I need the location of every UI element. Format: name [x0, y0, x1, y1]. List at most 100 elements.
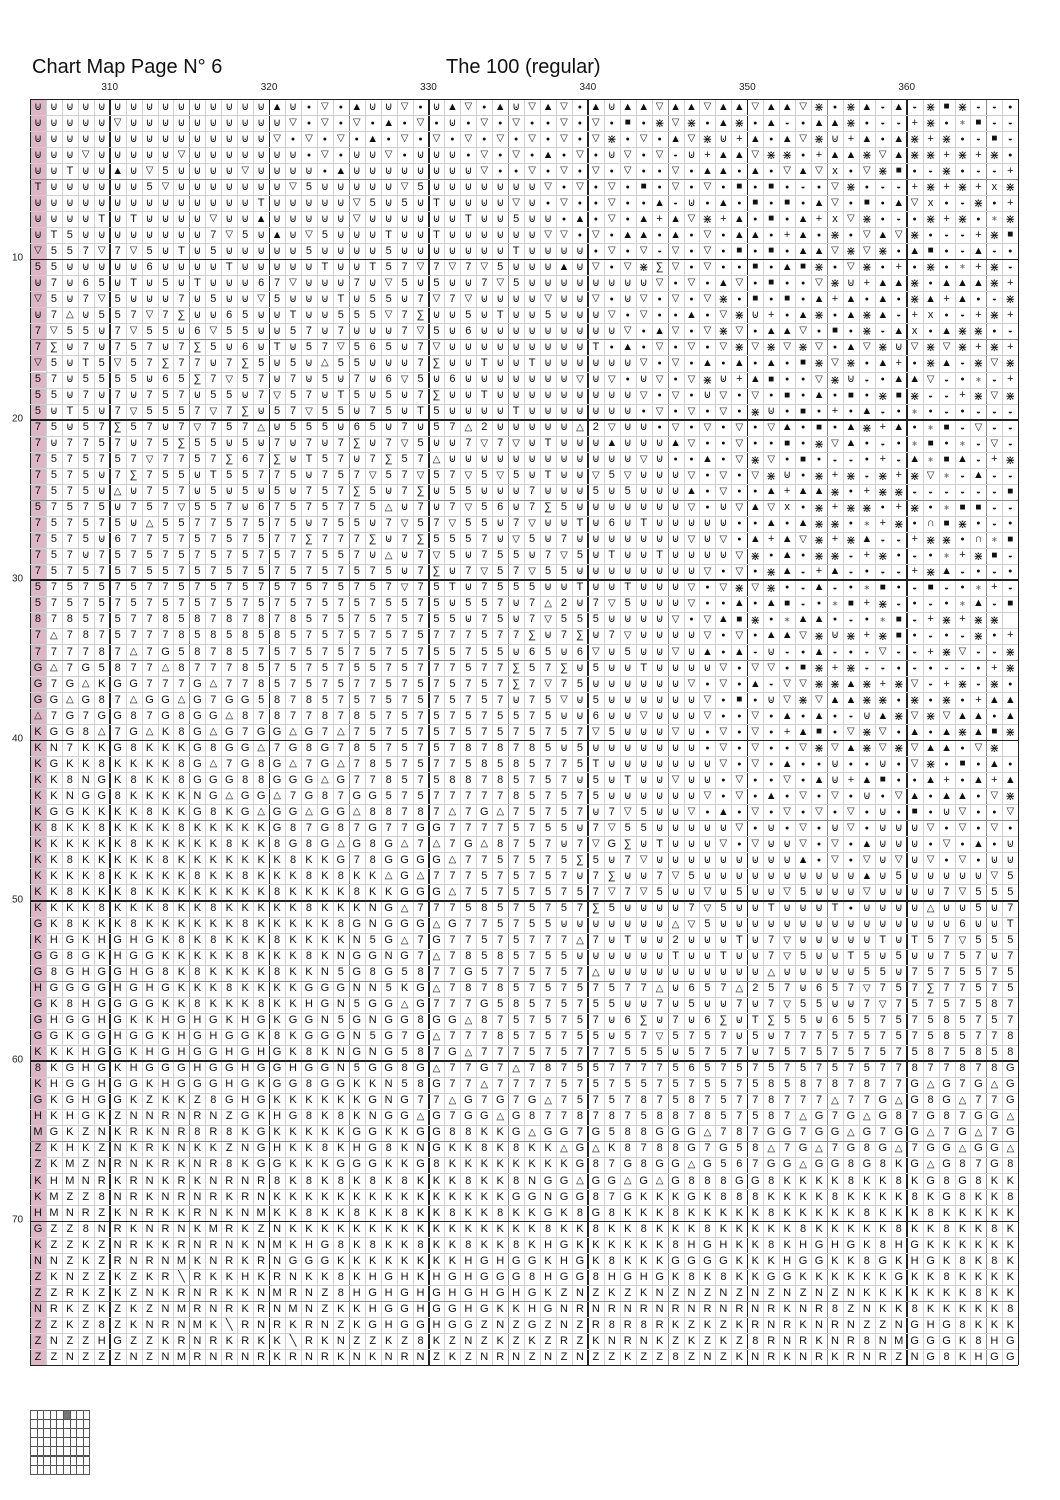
grid-cell: K — [448, 1254, 457, 1267]
grid-cell: 5 — [162, 533, 169, 546]
grid-cell: ● — [928, 552, 933, 560]
grid-cell: K — [145, 773, 154, 786]
grid-cell: ▲ — [781, 533, 793, 546]
grid-cell: 7 — [497, 693, 504, 706]
grid-cell: 5 — [592, 485, 599, 498]
grid-cell: 8 — [608, 1110, 615, 1123]
grid-cell: 7 — [178, 533, 185, 546]
grid-cell: △ — [225, 710, 234, 722]
grid-cell: G — [272, 1158, 282, 1171]
grid-cell: ● — [992, 840, 997, 848]
grid-cell: ● — [864, 295, 869, 303]
grid-cell: 7 — [385, 709, 392, 722]
grid-cell: ▽ — [544, 293, 552, 305]
grid-cell: 7 — [975, 1062, 982, 1075]
grid-cell: 5 — [831, 982, 839, 995]
grid-cell: 7 — [146, 533, 153, 546]
grid-cell: K — [640, 1238, 648, 1251]
grid-cell: ⊍ — [496, 196, 505, 209]
grid-cell: ⊍ — [894, 837, 903, 850]
grid-cell: 7 — [114, 244, 121, 257]
grid-cell: ⊍ — [655, 485, 664, 498]
grid-cell: ⊍ — [432, 308, 441, 321]
grid-cell: T — [480, 356, 488, 369]
grid-cell: 5 — [210, 437, 217, 450]
grid-cell: ⊍ — [400, 565, 409, 578]
grid-cell: G — [65, 1094, 75, 1107]
grid-cell: ⊍ — [512, 292, 521, 305]
grid-cell: N — [304, 1350, 313, 1363]
grid-cell: 7 — [433, 789, 440, 802]
grid-cell: K — [321, 950, 329, 963]
grid-cell: ⊍ — [639, 902, 648, 914]
row-label: 60 — [12, 1054, 24, 1066]
grid-cell: ⊍ — [607, 533, 616, 546]
grid-cell: K — [528, 1334, 536, 1347]
grid-cell: ● — [880, 199, 885, 207]
grid-cell: 5 — [369, 934, 376, 947]
grid-cell: G — [288, 741, 298, 754]
grid-cell: N — [65, 1270, 74, 1283]
grid-cell: ⋇ — [893, 484, 904, 499]
grid-cell: 5 — [353, 389, 360, 402]
grid-cell: ● — [402, 119, 407, 127]
grid-cell: ● — [769, 616, 774, 624]
grid-cell: H — [894, 1238, 903, 1251]
grid-cell: 8 — [927, 1046, 934, 1059]
grid-cell: K — [640, 1206, 648, 1219]
grid-cell: K — [942, 1238, 951, 1251]
grid-cell-highlighted: 7 — [30, 627, 46, 644]
grid-cell: ⊍ — [496, 228, 505, 241]
grid-cell: K — [958, 1222, 967, 1235]
grid-cell: G — [240, 789, 250, 802]
grid-cell: N — [113, 1190, 122, 1203]
grid-cell: 7 — [481, 1030, 488, 1043]
grid-cell: K — [257, 1110, 265, 1123]
grid-cell: 5 — [513, 709, 520, 722]
grid-cell: N — [209, 1350, 218, 1363]
grid-cell: ⋇ — [829, 228, 840, 243]
grid-cell: △ — [209, 678, 218, 690]
grid-cell: G — [543, 1174, 553, 1187]
grid-cell: 7 — [1007, 998, 1014, 1011]
grid-cell: ⊍ — [671, 966, 680, 979]
grid-cell: 7 — [847, 1078, 854, 1091]
grid-cell: ⊍ — [655, 725, 664, 738]
grid-cell: + — [975, 180, 982, 193]
grid-cell: K — [751, 1206, 759, 1219]
grid-cell: ▲ — [717, 100, 729, 113]
grid-cell: 8 — [800, 1078, 807, 1091]
grid-cell: N — [97, 1158, 106, 1171]
grid-line — [348, 99, 350, 1366]
grid-cell: N — [815, 1318, 823, 1331]
grid-cell: 7 — [768, 950, 775, 963]
grid-cell: ⊍ — [655, 757, 664, 770]
grid-cell: K — [990, 1190, 999, 1203]
grid-cell: ⊍ — [799, 869, 808, 882]
grid-cell: K — [193, 885, 202, 898]
grid-cell: ▲ — [909, 789, 921, 802]
grid-cell: ◒ — [912, 550, 918, 560]
grid-cell: ⊍ — [352, 324, 361, 337]
grid-cell: G — [1006, 1126, 1015, 1139]
grid-cell: N — [161, 1126, 170, 1139]
grid-cell: ▽ — [910, 742, 919, 754]
grid-cell: 8 — [656, 1110, 663, 1123]
grid-cell: N — [862, 1350, 871, 1363]
grid-cell: K — [50, 998, 58, 1011]
grid-cell-highlighted: N — [30, 1301, 46, 1318]
grid-cell: 7 — [417, 613, 424, 626]
grid-cell: ⊍ — [639, 918, 648, 931]
grid-cell: 5 — [433, 533, 440, 546]
grid-cell: K — [384, 1174, 393, 1187]
grid-cell: G — [65, 709, 75, 722]
grid-cell: G — [65, 982, 75, 995]
grid-cell: ⊍ — [352, 180, 361, 193]
grid-cell: △ — [448, 1094, 457, 1106]
grid-cell: ⋇ — [989, 228, 1000, 243]
grid-cell: K — [66, 1302, 74, 1315]
grid-cell: G — [575, 1142, 585, 1155]
grid-cell: 8 — [975, 1334, 982, 1347]
grid-line — [746, 99, 749, 1366]
grid-cell: ▽ — [862, 982, 871, 994]
